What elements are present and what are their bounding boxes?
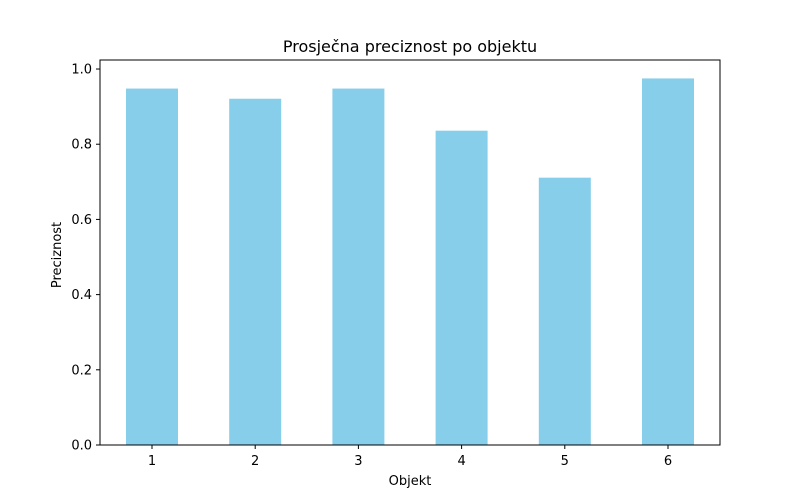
x-tick-label: 4 [457,454,465,469]
x-tick-label: 1 [148,454,156,469]
bar-2 [229,98,282,445]
bars-group [126,78,694,445]
x-tick-label: 6 [664,454,672,469]
bar-1 [126,88,178,445]
y-axis-ticks: 0.0 0.2 0.4 0.6 0.8 1.0 [71,63,100,454]
bar-3 [332,88,385,445]
x-axis-label: Objekt [389,474,432,489]
chart-title: Prosječna preciznost po objektu [283,37,537,56]
y-tick-label: 0.4 [71,288,92,303]
y-tick-label: 0.0 [71,439,92,454]
x-tick-label: 3 [354,454,362,469]
y-tick-label: 0.6 [71,213,92,228]
bar-6 [642,78,694,445]
y-tick-label: 1.0 [71,63,92,78]
bar-5 [538,177,591,445]
plot-frame [99,59,721,446]
bar-4 [435,130,488,445]
x-axis-ticks: 1 2 3 4 5 6 [148,445,672,469]
y-tick-label: 0.8 [71,138,92,153]
y-tick-label: 0.2 [71,363,92,378]
x-tick-label: 5 [561,454,569,469]
y-axis-label: Preciznost [50,222,65,288]
x-tick-label: 2 [251,454,259,469]
